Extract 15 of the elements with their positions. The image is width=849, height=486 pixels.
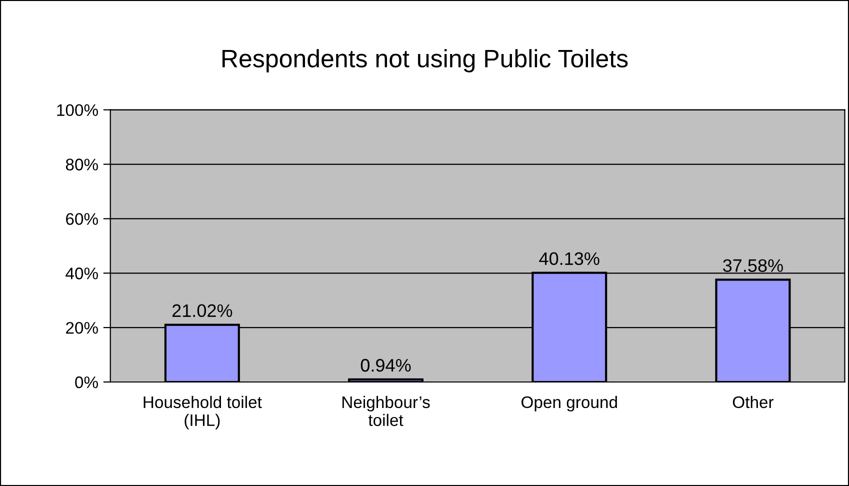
x-tick-label: Neighbour’s toilet xyxy=(342,396,430,426)
y-tick-label: 100% xyxy=(57,104,98,116)
data-label: 0.94% xyxy=(360,358,411,372)
chart-title: Respondents not using Public Toilets xyxy=(222,49,628,72)
x-tick-label: Other xyxy=(732,396,774,408)
y-tick-label: 60% xyxy=(66,213,98,225)
data-label: 40.13% xyxy=(539,252,600,266)
y-tick-label: 0% xyxy=(75,376,98,388)
x-tick-label: Household toilet (IHL) xyxy=(144,396,262,430)
data-label: 37.58% xyxy=(723,259,783,272)
data-label: 21.02% xyxy=(172,304,232,318)
x-tick-label: Open ground xyxy=(522,396,617,412)
y-tick-label: 20% xyxy=(66,322,98,334)
y-tick-label: 40% xyxy=(66,268,98,280)
y-tick-label: 80% xyxy=(66,158,98,170)
